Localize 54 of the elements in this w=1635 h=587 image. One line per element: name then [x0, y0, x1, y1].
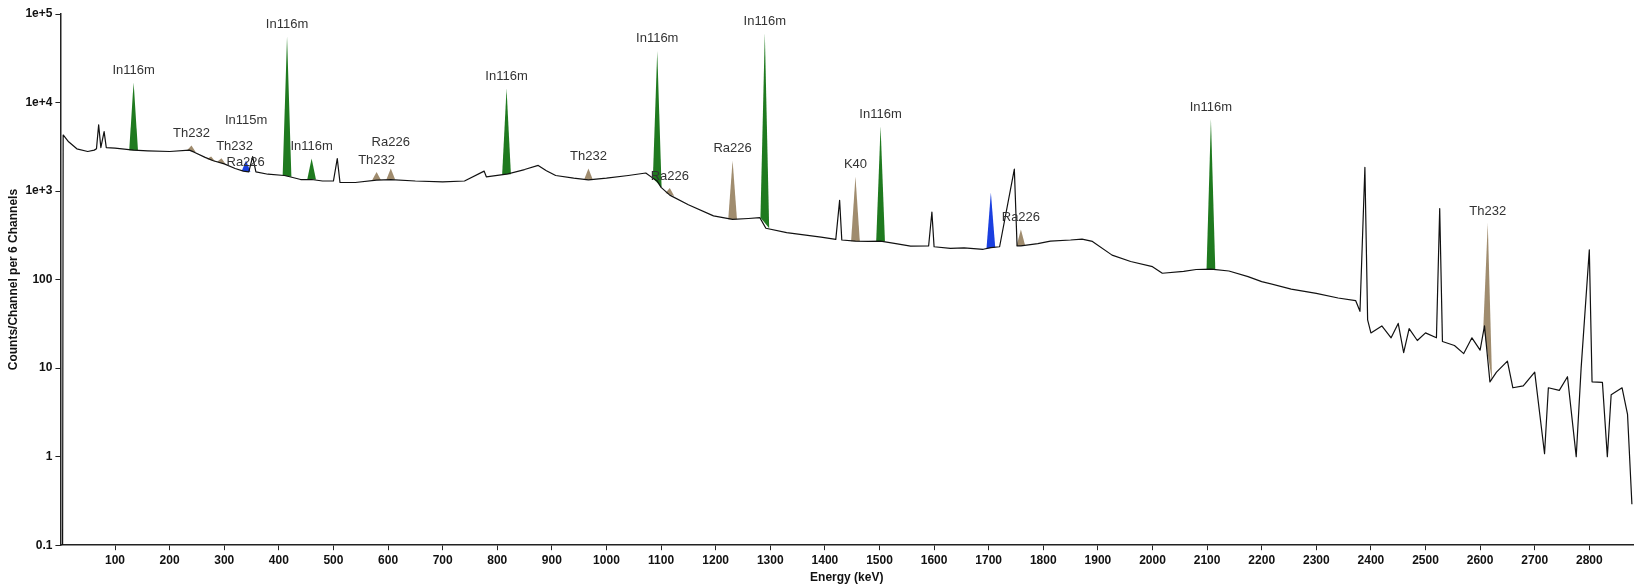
x-tick-label: 2300 [1302, 552, 1330, 567]
y-tick-label: 10 [39, 360, 53, 375]
annotation: In116m [859, 105, 902, 121]
x-tick-label: 2800 [1575, 552, 1603, 567]
annotation: Ra226 [713, 139, 752, 155]
annotation: In116m [636, 30, 679, 46]
x-tick-label: 1300 [756, 552, 784, 567]
x-tick-label: 1200 [702, 552, 730, 567]
annotation: In116m [1189, 98, 1233, 114]
x-tick-label: 2200 [1248, 552, 1276, 567]
x-tick-label: 2400 [1357, 552, 1385, 567]
x-tick-label: 300 [214, 552, 235, 567]
annotation: In116m [112, 61, 155, 77]
x-tick-label: 600 [378, 552, 399, 567]
x-tick-label: 800 [487, 552, 508, 567]
y-tick-label: 1 [45, 448, 53, 463]
x-tick-label: 2000 [1139, 552, 1167, 567]
annotation: In116m [743, 12, 787, 28]
x-tick-label: 1100 [648, 552, 675, 567]
y-tick-label: 1e+4 [25, 94, 53, 109]
x-axis-title: Energy (keV) [810, 570, 884, 585]
x-tick-label: 1700 [975, 552, 1003, 567]
x-tick-label: 2600 [1466, 552, 1494, 567]
x-tick-label: 700 [432, 552, 453, 567]
annotation: Th232 [1469, 202, 1507, 218]
annotation: In115m [224, 112, 268, 128]
x-tick-label: 2100 [1193, 552, 1221, 567]
x-tick-label: 100 [105, 552, 126, 567]
annotation: In116m [485, 68, 528, 84]
x-tick-label: 2700 [1521, 552, 1549, 567]
annotation: In116m [290, 138, 333, 154]
x-tick-label: 1800 [1029, 552, 1057, 567]
x-tick-label: 400 [268, 552, 290, 567]
y-tick-label: 1e+3 [25, 183, 53, 198]
y-tick-label: 1e+5 [25, 6, 53, 21]
y-tick-label: 0.1 [35, 537, 53, 552]
x-tick-label: 1000 [593, 552, 621, 567]
x-tick-label: 1600 [920, 552, 948, 567]
x-tick-label: 2500 [1412, 552, 1440, 567]
annotation: In116m [265, 16, 309, 32]
x-tick-label: 1500 [866, 552, 894, 567]
x-tick-label: 900 [541, 552, 563, 567]
annotation: Th232 [358, 151, 396, 167]
annotation: Th232 [570, 148, 607, 164]
annotation: Ra226 [371, 134, 410, 150]
x-tick-label: 500 [323, 552, 344, 567]
annotation: Th232 [173, 125, 210, 141]
x-tick-label: 200 [159, 552, 180, 567]
x-tick-label: 1400 [811, 552, 839, 567]
x-tick-label: 1900 [1084, 552, 1112, 567]
y-axis-title: Counts/Channel per 6 Channels [5, 188, 20, 371]
y-tick-label: 100 [32, 271, 53, 286]
annotation: Th232 [216, 138, 253, 154]
annotation: K40 [843, 155, 868, 171]
